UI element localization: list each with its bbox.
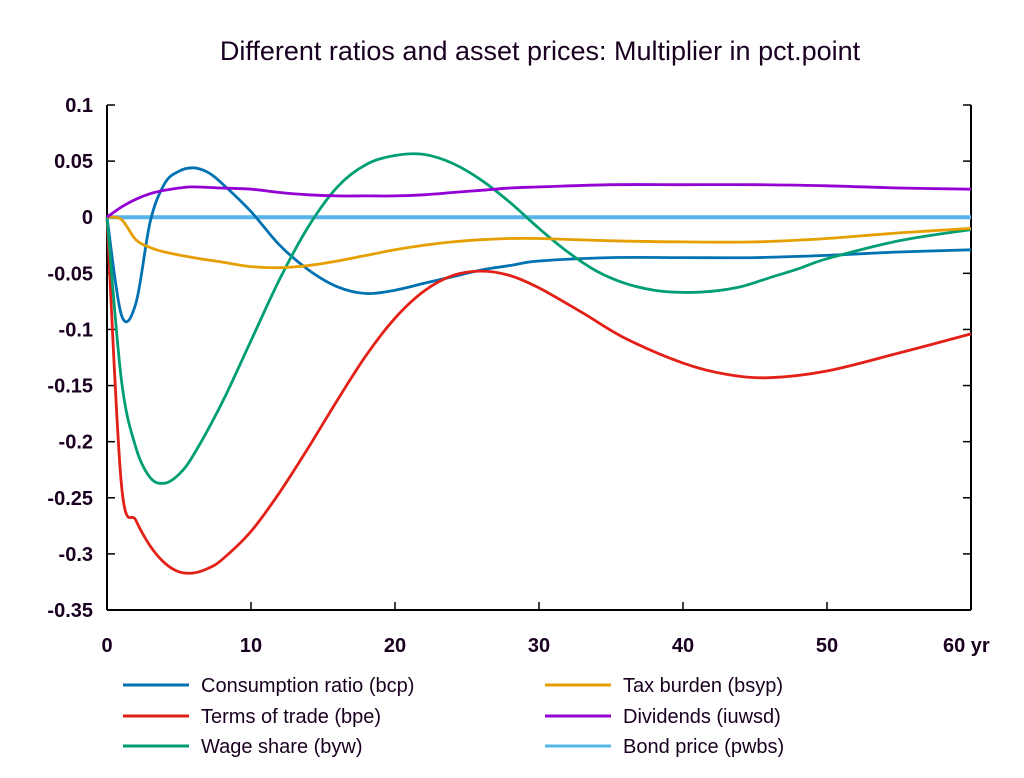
x-tick-label: 30 [528,635,550,657]
x-tick-label: 0 [101,635,112,657]
y-tick-label: -0.05 [47,263,93,285]
chart-title: Different ratios and asset prices: Multi… [220,36,861,66]
y-tick-label: -0.1 [59,319,93,341]
y-tick-label: -0.3 [59,544,93,566]
series-line-terms-of-trade [105,217,972,575]
y-tick-label: 0.1 [65,95,93,117]
legend-label-consumption-ratio: Consumption ratio (bcp) [201,675,414,697]
x-tick-label: 50 [816,635,838,657]
legend-label-terms-of-trade: Terms of trade (bpe) [201,706,381,728]
legend-label-wage-share: Wage share (byw) [201,736,363,758]
series-line-tax-burden [106,215,972,270]
axes: 0.1 0.05 0 -0.05 -0.1 -0.15 -0.2 -0.25 -0.3 -0.35… [47,95,990,657]
x-tick-label: 20 [384,635,406,657]
x-tick-label: 40 [672,635,694,657]
y-tick-label: -0.2 [59,432,93,454]
x-tick-label: 60 yr [943,635,990,657]
y-tick-label: -0.15 [47,376,93,398]
legend-label-dividends: Dividends (iuwsd) [623,706,781,728]
series-group [105,152,972,575]
y-tick-label: 0 [82,207,93,229]
series-line-wage-share [105,152,972,485]
x-tick-label: 10 [240,635,262,657]
series-line-dividends [106,183,972,219]
y-tick-label: -0.35 [47,600,93,622]
series-line-consumption-ratio [105,166,972,324]
legend: Consumption ratio (bcp) Terms of trade (b… [123,675,784,758]
y-tick-label: 0.05 [54,151,93,173]
legend-label-tax-burden: Tax burden (bsyp) [623,675,783,697]
y-tick-label: -0.25 [47,488,93,510]
legend-label-bond-price: Bond price (pwbs) [623,736,784,758]
